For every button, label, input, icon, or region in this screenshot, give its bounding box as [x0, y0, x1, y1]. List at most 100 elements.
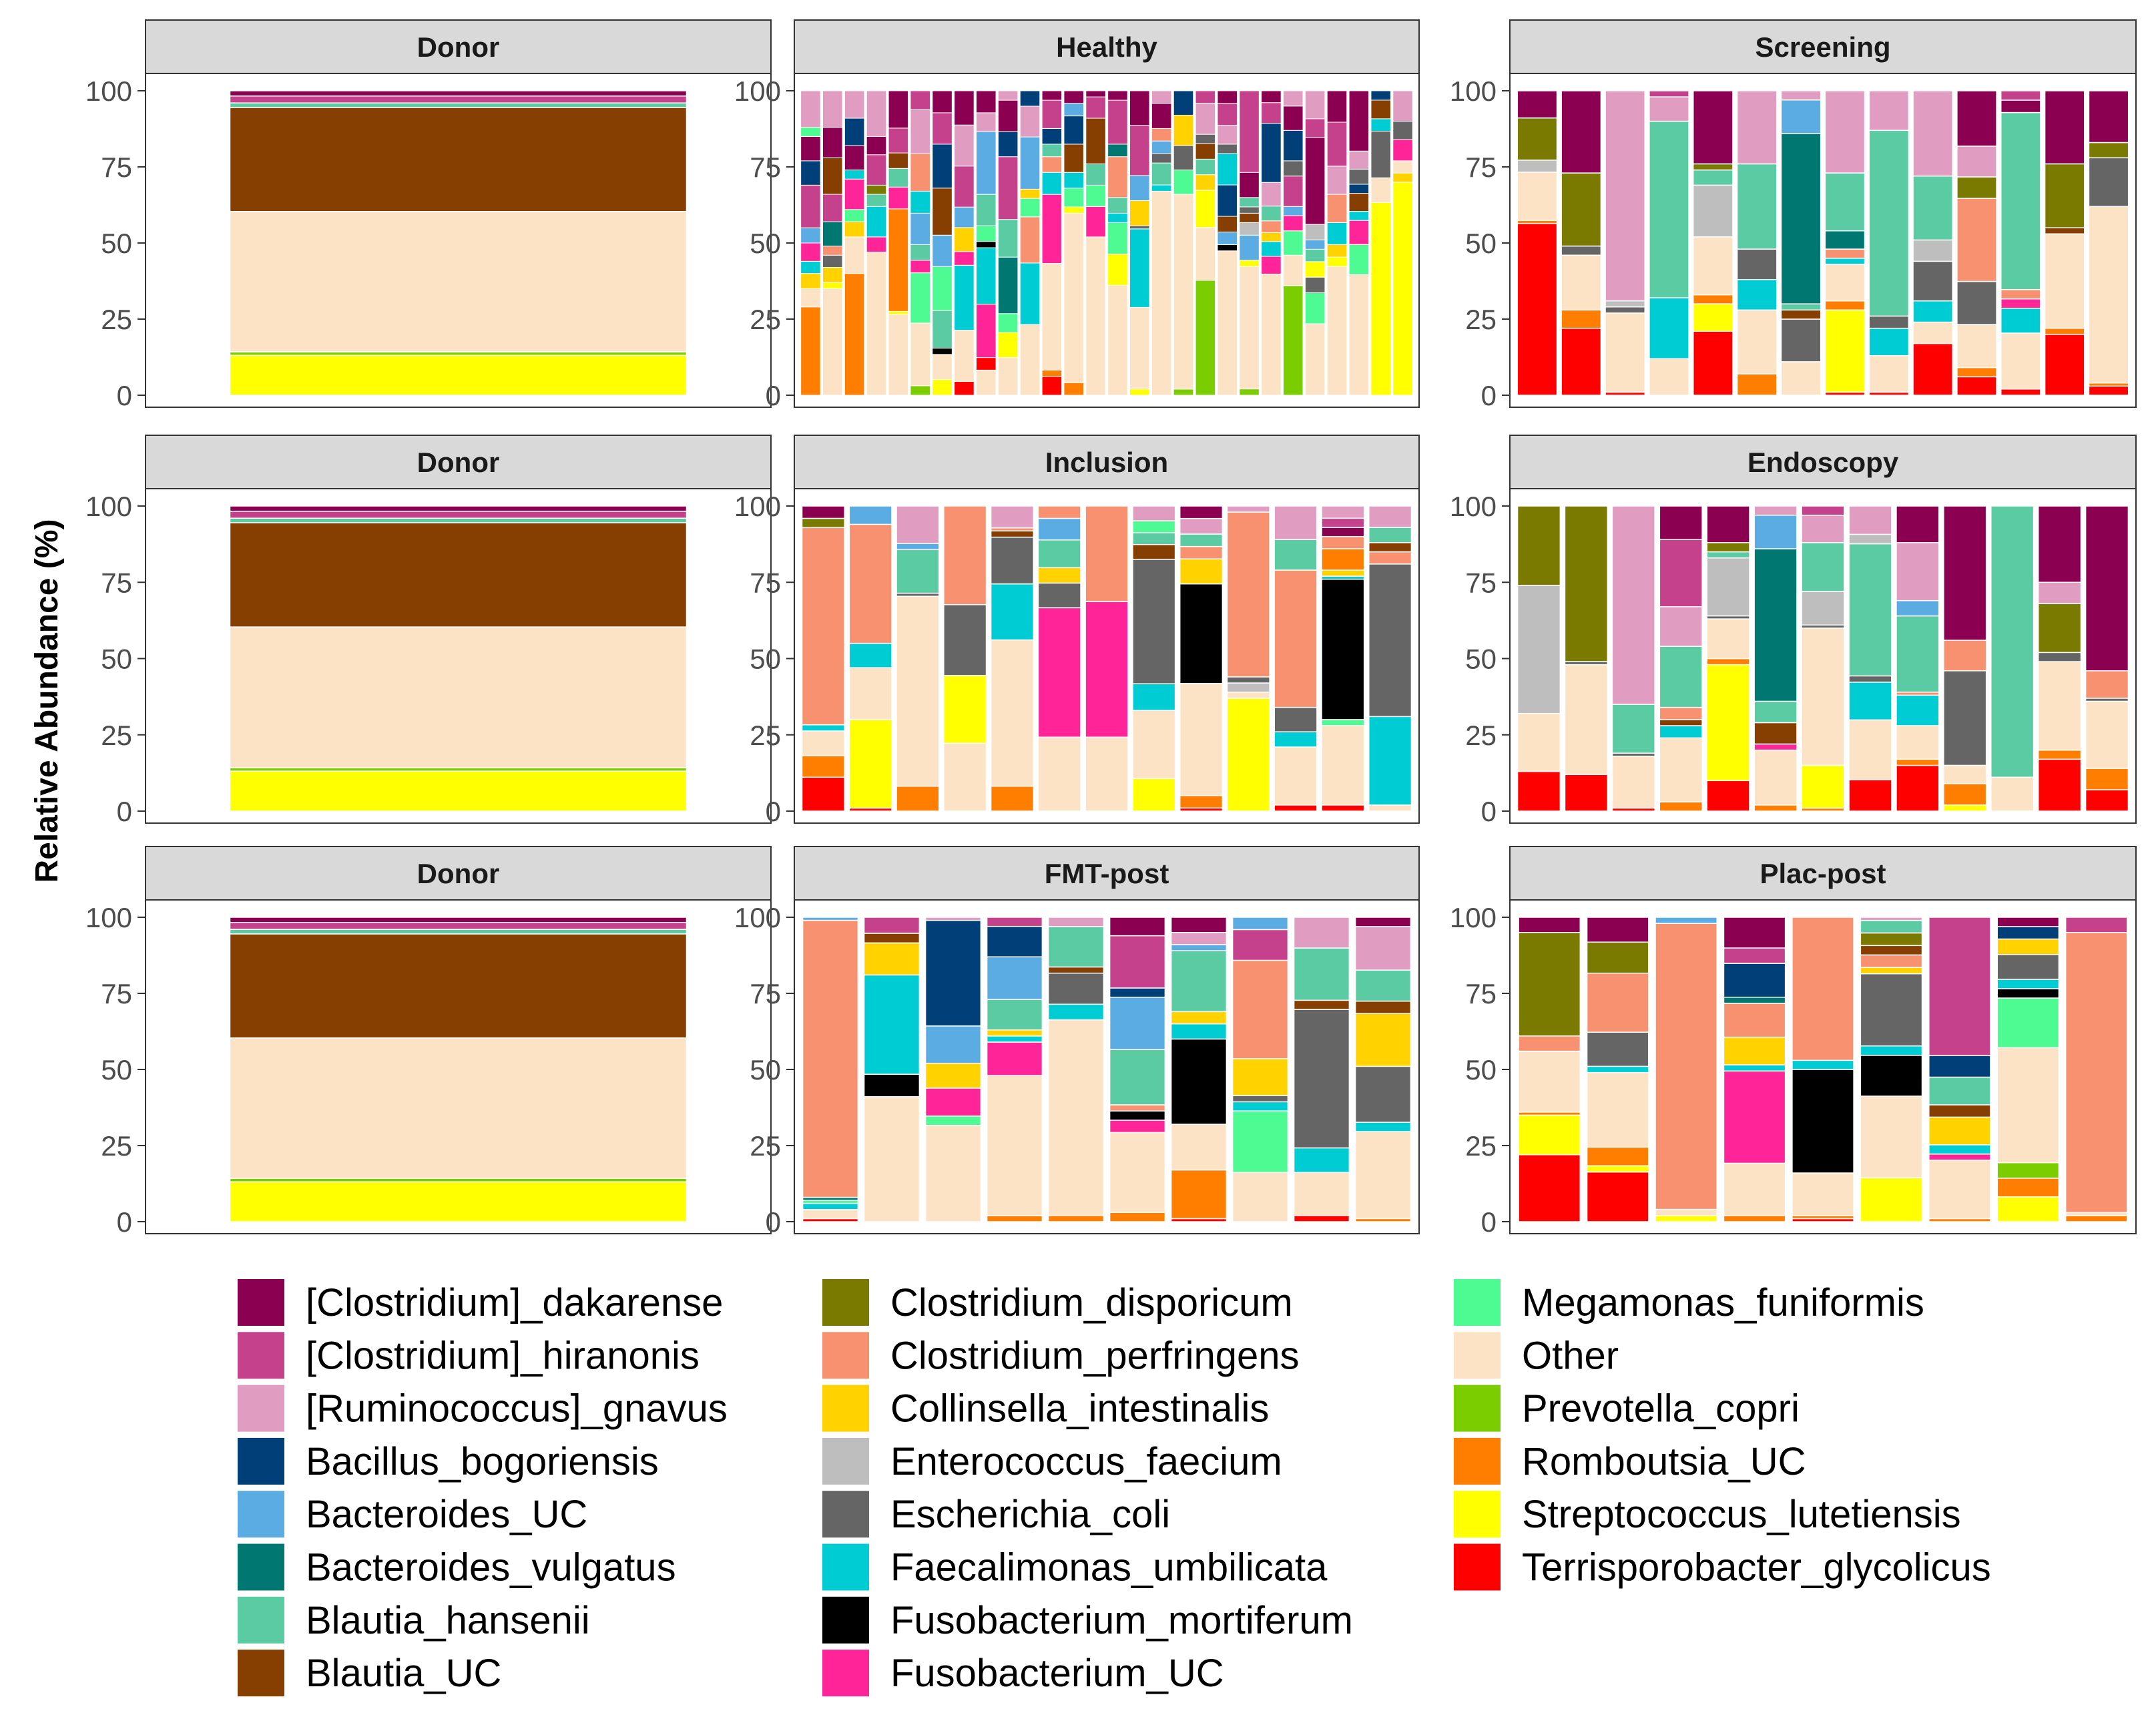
- bar-segment-blautia_hansenii: [1179, 533, 1224, 547]
- bar-segment-terrisporobacter_glycolicus: [1517, 770, 1561, 812]
- bar-segment-fusobacterium_uc: [1348, 220, 1370, 245]
- bar-segment-clostridium_hiranonis: [2000, 90, 2041, 101]
- bar-segment-other: [1037, 736, 1081, 812]
- bar-segment-ruminococcus_gnavus: [1293, 917, 1350, 949]
- bar-segment-ruminococcus_gnavus: [997, 90, 1019, 101]
- legend-label: Romboutsia_UC: [1522, 1440, 1806, 1483]
- legend-label: [Clostridium]_hiranonis: [306, 1334, 700, 1377]
- legend-swatch: [822, 1385, 869, 1432]
- legend-item: Fusobacterium_mortiferum: [822, 1596, 1353, 1644]
- bar-segment-bacteroides_uc: [976, 131, 997, 195]
- bar-segment-other: [1085, 736, 1129, 812]
- bar-segment-escherichia_coli: [1047, 973, 1105, 1005]
- legend-label: Clostridium_perfringens: [890, 1334, 1299, 1377]
- bar-segment-escherichia_coli: [1368, 563, 1412, 718]
- bar-segment-blautia_uc: [1217, 216, 1238, 233]
- bar-segment-clostridium_hiranonis: [1085, 96, 1106, 119]
- bar-segment-collinsella_intestinalis: [1179, 558, 1224, 585]
- bar-segment-fusobacterium_uc: [1928, 1153, 1991, 1161]
- bar-segment-streptococcus_lutetiensis: [1226, 698, 1270, 812]
- legend-label: Bacteroides_UC: [306, 1493, 587, 1536]
- y-tick-label: 75: [1465, 978, 1497, 1009]
- bar-segment-clostridium_perfringens: [1151, 128, 1172, 142]
- bar-segment-megamonas_funiformis: [997, 313, 1019, 333]
- bar-segment-megamonas_funiformis: [1132, 520, 1176, 533]
- y-tick-label: 100: [734, 491, 781, 522]
- legend-swatch: [822, 1332, 869, 1379]
- legend-item: Clostridium_disporicum: [822, 1279, 1293, 1326]
- bar-segment-bacteroides_uc: [1896, 599, 1940, 617]
- facet-strip: [794, 435, 1420, 489]
- bar-segment-terrisporobacter_glycolicus: [1293, 1215, 1350, 1222]
- bar-segment-other: [1824, 264, 1866, 302]
- bar-segment-fusobacterium_mortiferum: [976, 241, 997, 248]
- bar-segment-clostridium_disporicum: [801, 517, 845, 529]
- bar-segment-faecalimonas_umbilicata: [1170, 1023, 1228, 1040]
- bar-segment-ruminococcus_gnavus: [1326, 166, 1348, 195]
- bar-segment-faecalimonas_umbilicata: [1586, 1065, 1649, 1073]
- legend-label: Megamonas_funiformis: [1522, 1281, 1924, 1324]
- bar-segment-fusobacterium_uc: [1261, 256, 1282, 274]
- bar-segment-romboutsia_uc: [2085, 768, 2129, 790]
- bar-segment-escherichia_coli: [1912, 260, 1954, 302]
- bar-segment-other: [1129, 306, 1150, 390]
- bar-segment-terrisporobacter_glycolicus: [1517, 222, 1558, 396]
- legend-swatch: [1454, 1543, 1501, 1591]
- bar-segment-clostridium_hiranonis: [863, 917, 920, 934]
- legend-label: Bacillus_bogoriensis: [306, 1440, 659, 1483]
- bar-segment-other: [1561, 254, 1602, 311]
- bar-segment-escherichia_coli: [1868, 315, 1910, 329]
- bar-segment-fusobacterium_uc: [924, 1087, 982, 1117]
- bar-segment-streptococcus_lutetiensis: [1860, 1177, 1923, 1222]
- bar-segment-romboutsia_uc: [1736, 373, 1778, 396]
- bar-segment-romboutsia_uc: [1706, 658, 1750, 666]
- bar-segment-terrisporobacter_glycolicus: [1706, 780, 1750, 812]
- bar-segment-clostridium_dakarense: [1943, 505, 1987, 641]
- bar-segment-clostridium_dakarense: [1518, 917, 1581, 933]
- bar-segment-faecalimonas_umbilicata: [1348, 211, 1370, 221]
- bar-segment-ruminococcus_gnavus: [1019, 105, 1041, 138]
- bar-segment-faecalimonas_umbilicata: [1129, 228, 1150, 308]
- bar-segment-terrisporobacter_glycolicus: [801, 776, 845, 812]
- bar-segment-clostridium_perfringens: [1943, 640, 1987, 672]
- y-tick-label: 75: [101, 152, 132, 183]
- bar-segment-clostridium_dakarense: [229, 917, 688, 923]
- bar-segment-escherichia_coli: [1283, 160, 1304, 177]
- bar-segment-bacillus_bogoriensis: [1928, 1055, 1991, 1078]
- bar-segment-other: [1801, 628, 1845, 766]
- bar-segment-prevotella_copri: [229, 351, 688, 356]
- legend-item: Collinsella_intestinalis: [822, 1385, 1269, 1432]
- bar-segment-clostridium_dakarense: [2085, 505, 2129, 672]
- bar-segment-blautia_hansenii: [1274, 539, 1318, 571]
- bar-segment-other: [1518, 1050, 1581, 1113]
- y-tick-label: 25: [750, 720, 781, 751]
- bar-segment-clostridium_dakarense: [801, 505, 845, 519]
- bar-segment-clostridium_dakarense: [1517, 90, 1558, 119]
- bar-segment-other: [1517, 713, 1561, 772]
- y-tick-label: 25: [750, 304, 781, 335]
- bar-segment-escherichia_coli: [1274, 706, 1318, 732]
- bar-segment-other: [1754, 749, 1798, 806]
- bar-segment-other: [1107, 284, 1128, 396]
- y-tick-label: 100: [85, 491, 132, 522]
- bar-segment-terrisporobacter_glycolicus: [2088, 385, 2129, 396]
- bar-segment-faecalimonas_umbilicata: [1736, 278, 1778, 311]
- bar-segment-bacteroides_uc: [986, 956, 1043, 1000]
- bar-segment-streptococcus_lutetiensis: [1518, 1114, 1581, 1156]
- bar-segment-streptococcus_lutetiensis: [1392, 182, 1413, 396]
- bar-segment-blautia_uc: [822, 157, 843, 195]
- bar-segment-romboutsia_uc: [1179, 794, 1224, 809]
- bar-segment-clostridium_perfringens: [1956, 198, 1997, 282]
- bar-segment-clostridium_dakarense: [1586, 917, 1649, 943]
- bar-segment-megamonas_funiformis: [844, 209, 865, 222]
- bar-segment-ruminococcus_gnavus: [1754, 505, 1798, 516]
- bar-segment-other: [863, 1096, 920, 1222]
- bar-segment-other: [1392, 160, 1413, 174]
- bar-segment-romboutsia_uc: [2037, 749, 2082, 760]
- legend-swatch: [238, 1437, 284, 1485]
- bar-segment-clostridium_dakarense: [1151, 103, 1172, 129]
- bar-segment-escherichia_coli: [943, 603, 987, 676]
- bar-segment-fusobacterium_mortiferum: [1792, 1069, 1854, 1174]
- bar-segment-ruminococcus_gnavus: [1151, 90, 1172, 104]
